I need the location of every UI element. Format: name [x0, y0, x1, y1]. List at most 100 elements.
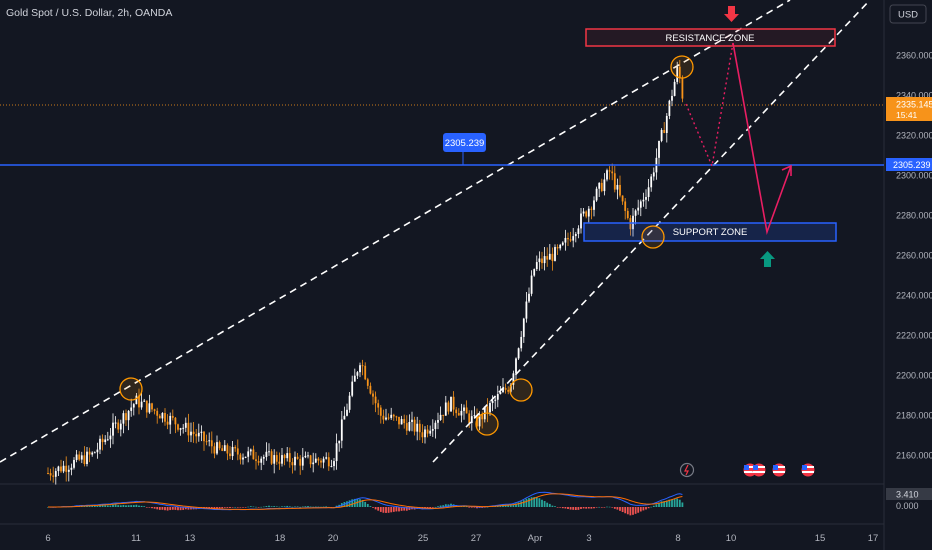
histogram-bar: [325, 506, 328, 508]
candle-body: [229, 453, 231, 457]
candle-body: [507, 389, 510, 392]
histogram-bar: [645, 507, 647, 510]
candle-body: [639, 201, 642, 208]
histogram-bar: [301, 506, 304, 508]
candle-body: [600, 182, 603, 192]
candle-body: [158, 415, 161, 419]
candle-body: [587, 208, 590, 217]
candle-body: [361, 365, 364, 367]
key-level-badge-value: 2305.239: [893, 160, 931, 170]
candle-body: [356, 372, 359, 376]
events-row[interactable]: [679, 462, 815, 478]
histogram-bar: [468, 507, 471, 508]
arrow-up-icon: [760, 251, 775, 267]
histogram-bar: [369, 506, 372, 507]
histogram-bar: [229, 507, 231, 508]
bar-countdown: 15:41: [896, 110, 918, 120]
price-axis[interactable]: 2360.000 2340.000 2320.000 2300.000 2280…: [896, 51, 932, 461]
time-tick: 8: [675, 533, 680, 544]
us-flag-icon[interactable]: [772, 463, 786, 477]
candle-body: [114, 422, 117, 424]
histogram-bar: [335, 505, 338, 507]
histogram-bar: [119, 505, 122, 507]
indicator-pane: [47, 491, 684, 516]
histogram-bar: [210, 507, 213, 509]
candle-body: [385, 417, 387, 420]
candle-body: [205, 441, 208, 443]
candle-body: [169, 415, 172, 425]
candle-body: [426, 429, 429, 434]
current-price-badge: [886, 97, 932, 121]
histogram-bar: [639, 507, 642, 512]
candle-body: [611, 171, 614, 174]
histogram-bar: [304, 506, 307, 507]
candle-body: [359, 365, 361, 373]
candle-body: [164, 412, 166, 422]
histogram-bar: [567, 507, 569, 509]
us-flag-icon[interactable]: [752, 463, 766, 477]
time-axis[interactable]: 6 11 13 18 20 25 27 Apr 3 8 10 15 17: [45, 533, 878, 544]
histogram-bar: [444, 504, 447, 507]
histogram-bar: [600, 507, 603, 508]
histogram-bar: [382, 507, 385, 513]
histogram-bar: [88, 505, 91, 507]
candle-body: [346, 409, 348, 416]
histogram-bar: [587, 507, 590, 509]
projection-dotted: [685, 42, 734, 169]
candle-body: [561, 242, 564, 245]
candle-body: [65, 465, 68, 472]
candle-body: [434, 422, 437, 430]
candle-body: [343, 415, 346, 420]
histogram-bar: [580, 507, 582, 509]
candle-body: [559, 244, 562, 249]
candle-body: [452, 396, 455, 410]
time-tick: 18: [275, 533, 286, 544]
candle-body: [317, 458, 320, 461]
histogram-bar: [676, 498, 679, 507]
histogram-bar: [385, 507, 387, 513]
candle-body: [473, 415, 476, 417]
histogram-bar: [478, 507, 481, 508]
candle-body: [195, 433, 198, 437]
histogram-bar: [270, 506, 273, 507]
histogram-bar: [400, 507, 403, 511]
histogram-bar: [307, 506, 309, 507]
candle-body: [47, 473, 49, 474]
histogram-bar: [476, 507, 478, 509]
candle-body: [184, 422, 187, 428]
histogram-bar: [236, 507, 239, 508]
price-tick: 2200.000: [896, 371, 932, 381]
candle-body: [330, 466, 333, 468]
candle-body: [585, 211, 588, 217]
resistance-zone[interactable]: [585, 28, 836, 47]
candle-body: [226, 445, 229, 454]
time-tick: 10: [726, 533, 737, 544]
histogram-bar: [135, 504, 138, 507]
candle-body: [135, 395, 138, 405]
candle-body: [333, 461, 335, 467]
candle-body: [54, 471, 57, 477]
candle-body: [593, 200, 595, 210]
candle-body: [489, 403, 491, 413]
histogram-bar: [574, 507, 577, 510]
time-tick: 17: [868, 533, 879, 544]
us-flag-icon[interactable]: [801, 463, 815, 477]
key-level-label[interactable]: [443, 133, 486, 152]
candle-body: [678, 66, 681, 78]
candle-body: [499, 391, 502, 395]
current-price-value: 2335.145: [896, 100, 932, 110]
flash-icon[interactable]: [679, 462, 695, 478]
histogram-bar: [255, 506, 257, 508]
histogram-bar: [153, 507, 156, 509]
histogram-bar: [663, 501, 666, 507]
candle-body: [252, 449, 255, 460]
histogram-bar: [218, 507, 221, 509]
histogram-bar: [281, 506, 283, 507]
currency-button[interactable]: [889, 4, 927, 24]
histogram-bar: [231, 507, 234, 508]
histogram-bar: [517, 502, 520, 507]
candle-body: [504, 387, 507, 390]
candle-body: [522, 318, 525, 337]
histogram-bar: [244, 507, 247, 508]
